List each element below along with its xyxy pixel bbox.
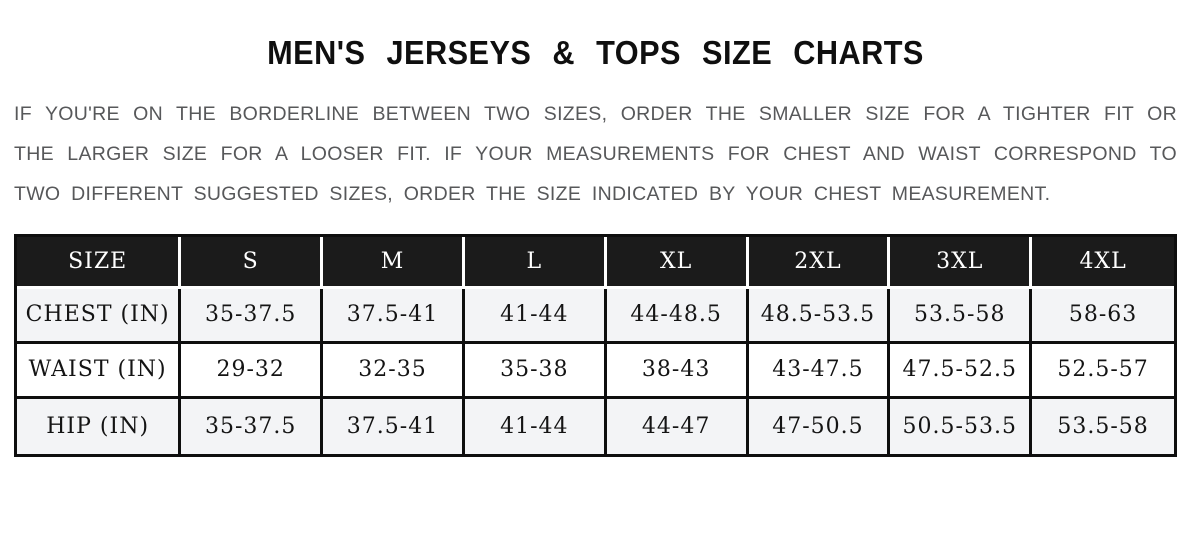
row-label-cell: CHEST (IN) <box>17 288 182 344</box>
table-cell: 35-37.5 <box>181 288 324 344</box>
table-cell: 58-63 <box>1032 288 1174 344</box>
table-cell: 47.5-52.5 <box>890 343 1033 399</box>
table-cell: 41-44 <box>464 398 607 454</box>
column-header-3xl: 3XL <box>890 236 1033 289</box>
size-table: SIZE S M L XL 2XL 3XL 4XL CHEST (IN) 35-… <box>14 233 1177 457</box>
table-cell: 35-37.5 <box>181 398 324 454</box>
table-cell: 48.5-53.5 <box>748 288 891 344</box>
table-cell: 35-38 <box>464 343 607 399</box>
column-header-l: L <box>464 236 607 289</box>
table-cell: 37.5-41 <box>323 398 465 454</box>
table-row-hip: HIP (IN) 35-37.5 37.5-41 41-44 44-47 47-… <box>17 398 1174 454</box>
table-cell: 32-35 <box>323 343 465 399</box>
table-cell: 50.5-53.5 <box>890 398 1033 454</box>
column-header-m: M <box>323 236 465 289</box>
table-cell: 38-43 <box>606 343 749 399</box>
row-label-cell: WAIST (IN) <box>17 343 182 399</box>
table-cell: 43-47.5 <box>748 343 891 399</box>
column-header-2xl: 2XL <box>748 236 891 289</box>
size-chart-page: MEN'S JERSEYS & TOPS SIZE CHARTS IF YOU'… <box>0 34 1191 457</box>
page-title: MEN'S JERSEYS & TOPS SIZE CHARTS <box>267 34 924 71</box>
table-row-chest: CHEST (IN) 35-37.5 37.5-41 41-44 44-48.5… <box>17 288 1174 344</box>
table-cell: 53.5-58 <box>1032 398 1174 454</box>
table-cell: 52.5-57 <box>1032 343 1174 399</box>
table-cell: 44-48.5 <box>606 288 749 344</box>
table-row-waist: WAIST (IN) 29-32 32-35 35-38 38-43 43-47… <box>17 343 1174 399</box>
column-header-4xl: 4XL <box>1032 236 1174 289</box>
column-header-xl: XL <box>606 236 749 289</box>
table-cell: 37.5-41 <box>323 288 465 344</box>
table-cell: 47-50.5 <box>748 398 891 454</box>
row-label-cell: HIP (IN) <box>17 398 182 454</box>
table-cell: 53.5-58 <box>890 288 1033 344</box>
column-header-size: SIZE <box>17 236 182 289</box>
column-header-s: S <box>181 236 324 289</box>
table-cell: 44-47 <box>606 398 749 454</box>
table-cell: 41-44 <box>464 288 607 344</box>
intro-paragraph: IF YOU'RE ON THE BORDERLINE BETWEEN TWO … <box>14 103 1177 206</box>
table-header-row: SIZE S M L XL 2XL 3XL 4XL <box>17 236 1174 289</box>
table-cell: 29-32 <box>181 343 324 399</box>
